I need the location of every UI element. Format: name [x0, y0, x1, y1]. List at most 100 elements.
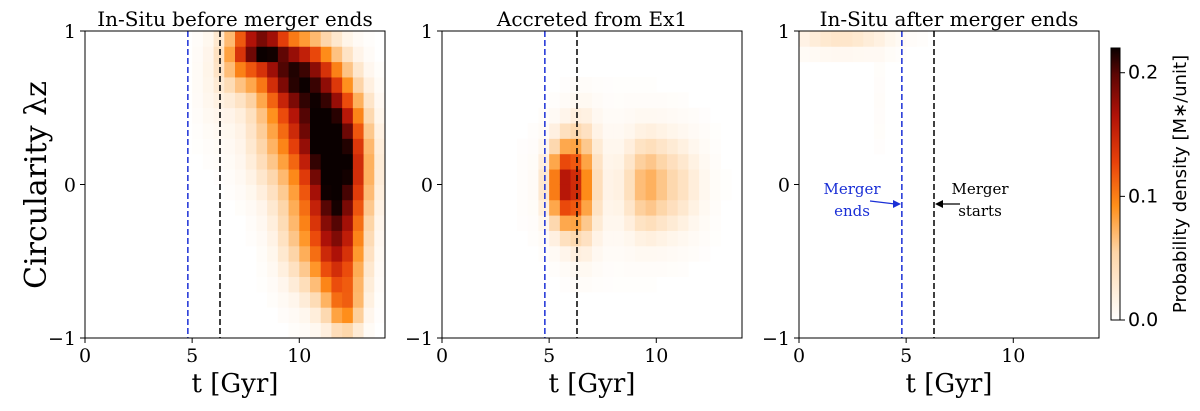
heatmap-cell: [320, 169, 332, 185]
heatmap-cell: [352, 230, 364, 247]
heatmap-cell: [570, 169, 582, 185]
x-tick-label: 10: [644, 345, 668, 367]
heatmap-cell: [342, 215, 354, 231]
colorbar-tick-label: 0.0: [1128, 309, 1158, 331]
heatmap-cell: [831, 46, 843, 63]
heatmap-cell: [581, 215, 593, 231]
heatmap-cell: [331, 307, 343, 324]
heatmap-cell: [374, 230, 386, 247]
heatmap-cell: [581, 245, 593, 262]
heatmap-cell: [581, 169, 593, 185]
panel-2-title: Accreted from Ex1: [496, 7, 687, 31]
heatmap-cell: [677, 215, 689, 231]
panel-3: In-Situ after merger ends 0 5 10 −101 t [G…: [762, 7, 1100, 399]
heatmap-cell: [245, 153, 257, 170]
heatmap-cell: [634, 230, 646, 247]
heatmap-cell: [267, 107, 279, 124]
heatmap-cell: [592, 215, 604, 231]
y-tick-label: 1: [421, 21, 433, 43]
x-tick-label: 10: [1001, 345, 1025, 367]
heatmap-cell: [656, 92, 668, 109]
heatmap-cell: [570, 153, 582, 170]
heatmap-cell: [299, 245, 311, 262]
heatmap-cell: [634, 107, 646, 124]
heatmap-cell: [320, 184, 332, 201]
heatmap-cell: [299, 276, 311, 293]
heatmap-cell: [310, 230, 322, 247]
heatmap-cell: [224, 92, 236, 109]
heatmap-cell: [517, 199, 529, 216]
heatmap-cell: [288, 153, 300, 170]
heatmap-cell: [613, 92, 625, 109]
heatmap-cell: [288, 184, 300, 201]
heatmap-cell: [352, 61, 364, 78]
heatmap-cell: [699, 169, 711, 185]
heatmap-cell: [374, 77, 386, 93]
heatmap-cell: [256, 138, 268, 155]
heatmap-cell: [352, 138, 364, 155]
heatmap-cell: [363, 138, 375, 155]
heatmap-cell: [916, 31, 928, 47]
heatmap-cell: [592, 276, 604, 293]
heatmap-cell: [559, 138, 571, 155]
heatmap-cell: [559, 215, 571, 231]
heatmap-cell: [288, 230, 300, 247]
heatmap-cell: [656, 230, 668, 247]
heatmap-cell: [235, 92, 247, 109]
heatmap-cell: [352, 153, 364, 170]
heatmap-cell: [699, 230, 711, 247]
heatmap-cell: [224, 31, 236, 47]
heatmap-cell: [688, 138, 700, 155]
heatmap-cell: [667, 138, 679, 155]
heatmap-cell: [517, 153, 529, 170]
heatmap-cell: [192, 31, 204, 47]
heatmap-cell: [624, 199, 636, 216]
heatmap-cell: [634, 77, 646, 93]
heatmap-cell: [202, 107, 214, 124]
heatmap-cell: [235, 107, 247, 124]
heatmap-cell: [570, 107, 582, 124]
heatmap-cell: [570, 215, 582, 231]
heatmap-cell: [709, 153, 721, 170]
heatmap-cell: [299, 215, 311, 231]
heatmap-cell: [363, 307, 375, 324]
heatmap-cell: [310, 322, 322, 339]
heatmap-cell: [310, 92, 322, 109]
heatmap-cell: [549, 153, 561, 170]
heatmap-cell: [213, 46, 225, 63]
heatmap-cell: [202, 77, 214, 93]
heatmap-cell: [820, 31, 832, 47]
heatmap-cell: [656, 245, 668, 262]
heatmap-cell: [277, 276, 289, 293]
heatmap-cell: [299, 199, 311, 216]
heatmap-cell: [310, 46, 322, 63]
heatmap-cell: [709, 230, 721, 247]
heatmap-cell: [256, 77, 268, 93]
heatmap-cell: [202, 123, 214, 139]
heatmap-cell: [224, 107, 236, 124]
heatmap-cell: [374, 169, 386, 185]
heatmap-cell: [559, 123, 571, 139]
heatmap-cell: [527, 169, 539, 185]
heatmap-cell: [517, 138, 529, 155]
heatmap-cell: [549, 138, 561, 155]
heatmap-cell: [374, 153, 386, 170]
heatmap-cell: [277, 261, 289, 277]
heatmap-cell: [202, 61, 214, 78]
heatmap-cell: [688, 107, 700, 124]
heatmap-cell: [299, 307, 311, 324]
heatmap-cell: [363, 215, 375, 231]
heatmap-cell: [363, 276, 375, 293]
heatmap-cell: [320, 276, 332, 293]
heatmap-cell: [592, 92, 604, 109]
heatmap-cell: [192, 107, 204, 124]
heatmap-cell: [213, 138, 225, 155]
heatmap-cell: [538, 123, 550, 139]
heatmap-cell: [677, 153, 689, 170]
heatmap-cell: [310, 215, 322, 231]
heatmap-cell: [245, 61, 257, 78]
y-tick-label: 0: [778, 175, 790, 197]
heatmap-cell: [256, 107, 268, 124]
heatmap-cell: [374, 261, 386, 277]
